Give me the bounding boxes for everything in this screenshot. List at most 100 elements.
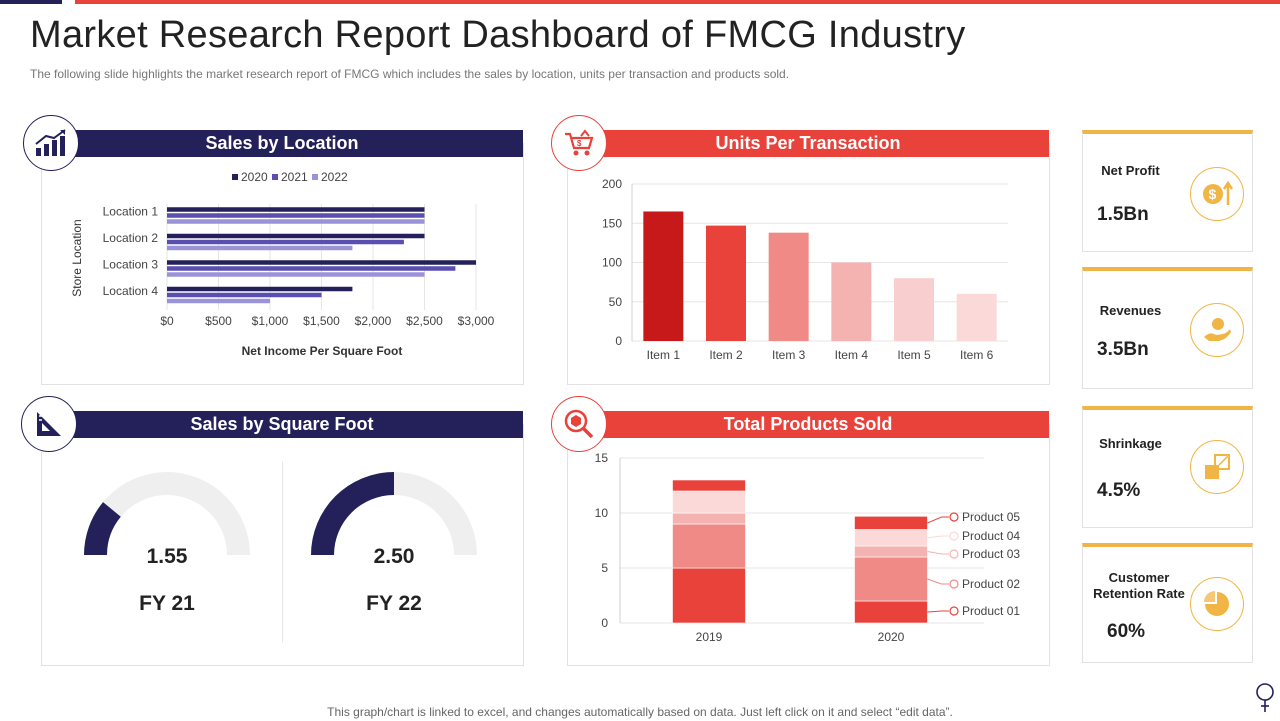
kpi-label: Net Profit <box>1101 163 1160 178</box>
kpi-card-shrinkage[interactable]: Shrinkage 4.5% <box>1082 406 1253 528</box>
x-tick-label: 2020 <box>878 630 905 644</box>
legend-label: 2020 <box>241 170 268 184</box>
stack-segment-product-01-2019 <box>672 567 746 624</box>
x-tick-label: Item 5 <box>897 348 931 362</box>
dollar-up-icon: $ <box>1190 167 1244 221</box>
y-tick-label: 0 <box>615 334 622 348</box>
y-tick-label: 5 <box>601 561 608 575</box>
bar-item-6 <box>956 293 997 341</box>
x-tick-label: $1,000 <box>252 314 289 328</box>
bar-item-2 <box>706 225 746 341</box>
top-accent-navy <box>0 0 62 4</box>
shrink-arrow-icon <box>1190 440 1244 494</box>
kpi-label: Customer Retention Rate <box>1093 570 1185 601</box>
legend-label: Product 01 <box>962 604 1020 618</box>
magnifier-box-icon <box>551 396 607 452</box>
legend-marker <box>949 512 959 522</box>
legend-marker <box>949 579 959 589</box>
units-per-transaction-header: Units Per Transaction <box>567 130 1049 157</box>
page-title: Market Research Report Dashboard of FMCG… <box>30 14 966 56</box>
top-accent-red <box>75 0 1280 4</box>
bar-item-1 <box>643 211 684 341</box>
total-products-sold-panel[interactable] <box>567 424 1050 666</box>
kpi-card-revenues[interactable]: Revenues 3.5Bn <box>1082 267 1253 389</box>
bar-2020-location-1 <box>167 207 425 212</box>
kpi-card-net-profit[interactable]: Net Profit 1.5Bn $ <box>1082 130 1253 252</box>
legend-leader-line <box>927 516 949 524</box>
x-tick-label: $500 <box>205 314 232 328</box>
pie-chart-icon <box>1190 577 1244 631</box>
x-axis-label: Net Income Per Square Foot <box>242 344 403 358</box>
stack-segment-product-05-2019 <box>672 479 746 492</box>
kpi-value: 60% <box>1107 621 1146 642</box>
growth-chart-icon <box>23 115 79 171</box>
legend-swatch <box>312 174 318 180</box>
legend-marker <box>949 606 959 616</box>
y-tick-label: Location 4 <box>103 284 159 298</box>
legend-label: Product 02 <box>962 577 1020 591</box>
x-tick-label: 2019 <box>696 630 723 644</box>
stack-segment-product-03-2019 <box>672 512 746 525</box>
stack-segment-product-03-2020 <box>854 545 928 558</box>
sales-by-square-foot-chart: 1.55 FY 21 2.50 FY 22 <box>84 472 477 615</box>
stack-segment-product-04-2020 <box>854 529 928 547</box>
gauge-track <box>84 472 250 555</box>
bar-2021-location-1 <box>167 213 425 218</box>
legend-label: Product 04 <box>962 529 1020 543</box>
lightbulb-icon <box>1254 682 1276 721</box>
y-tick-label: 0 <box>601 616 608 630</box>
gauge-fill <box>84 502 121 555</box>
x-tick-label: Item 2 <box>709 348 743 362</box>
stack-segment-product-02-2019 <box>672 523 746 569</box>
kpi-label: Shrinkage <box>1099 436 1162 451</box>
x-tick-label: $2,500 <box>406 314 443 328</box>
legend-swatch <box>272 174 278 180</box>
kpi-value: 3.5Bn <box>1097 339 1149 360</box>
y-tick-label: 150 <box>602 216 622 230</box>
bar-2021-location-3 <box>167 266 456 271</box>
x-tick-label: $2,000 <box>355 314 392 328</box>
x-tick-label: $1,500 <box>303 314 340 328</box>
kpi-value: 4.5% <box>1097 480 1141 501</box>
bar-2021-location-4 <box>167 292 322 298</box>
y-tick-label: 50 <box>609 295 623 309</box>
sales-by-location-chart: 2020 2021 2022 $0 $500 $1,000 $1,500 $2,000 $2,5… <box>70 170 495 358</box>
x-tick-label: $3,000 <box>458 314 495 328</box>
legend-marker <box>949 531 959 541</box>
y-tick-label: Location 2 <box>103 231 159 245</box>
kpi-card-customer-retention[interactable]: Customer Retention Rate 60% <box>1082 543 1253 663</box>
x-tick-label: $0 <box>160 314 174 328</box>
y-tick-label: Location 1 <box>103 204 159 218</box>
units-per-transaction-chart: 0 50 100 150 200 Item 1 Item 2 Item 3 Item 4 Item… <box>602 177 1008 362</box>
y-tick-label: 15 <box>595 451 609 465</box>
shopping-cart-icon: $ <box>551 115 607 171</box>
page-subtitle: The following slide highlights the marke… <box>30 67 790 81</box>
kpi-label: Revenues <box>1099 303 1162 318</box>
kpi-value: 1.5Bn <box>1097 204 1149 225</box>
footer-note: This graph/chart is linked to excel, and… <box>327 705 953 719</box>
bar-2020-location-2 <box>167 233 425 239</box>
gauge-fill <box>311 472 394 555</box>
total-products-sold-header: Total Products Sold <box>567 411 1049 438</box>
legend-leader-line <box>927 578 949 585</box>
set-square-icon <box>21 396 77 452</box>
x-tick-label: Item 3 <box>772 348 806 362</box>
bar-2022-location-3 <box>167 272 425 277</box>
gauge-divider <box>282 462 283 642</box>
svg-text:$: $ <box>577 139 582 148</box>
svg-text:$: $ <box>1209 186 1217 202</box>
legend-leader-line <box>927 535 949 539</box>
y-tick-label: 200 <box>602 177 622 191</box>
x-tick-label: Item 4 <box>835 348 869 362</box>
sales-by-square-foot-header: Sales by Square Foot <box>41 411 523 438</box>
legend-label: Product 05 <box>962 510 1020 524</box>
bar-2022-location-1 <box>167 219 425 224</box>
gauge-period: FY 22 <box>366 592 422 615</box>
x-tick-label: Item 1 <box>647 348 681 362</box>
y-axis-label: Store Location <box>70 219 84 296</box>
sales-by-location-header: Sales by Location <box>41 130 523 157</box>
stack-segment-product-02-2020 <box>854 556 928 602</box>
gauge-period: FY 21 <box>139 592 195 615</box>
legend-leader-line <box>927 610 949 613</box>
bar-item-5 <box>894 278 934 341</box>
